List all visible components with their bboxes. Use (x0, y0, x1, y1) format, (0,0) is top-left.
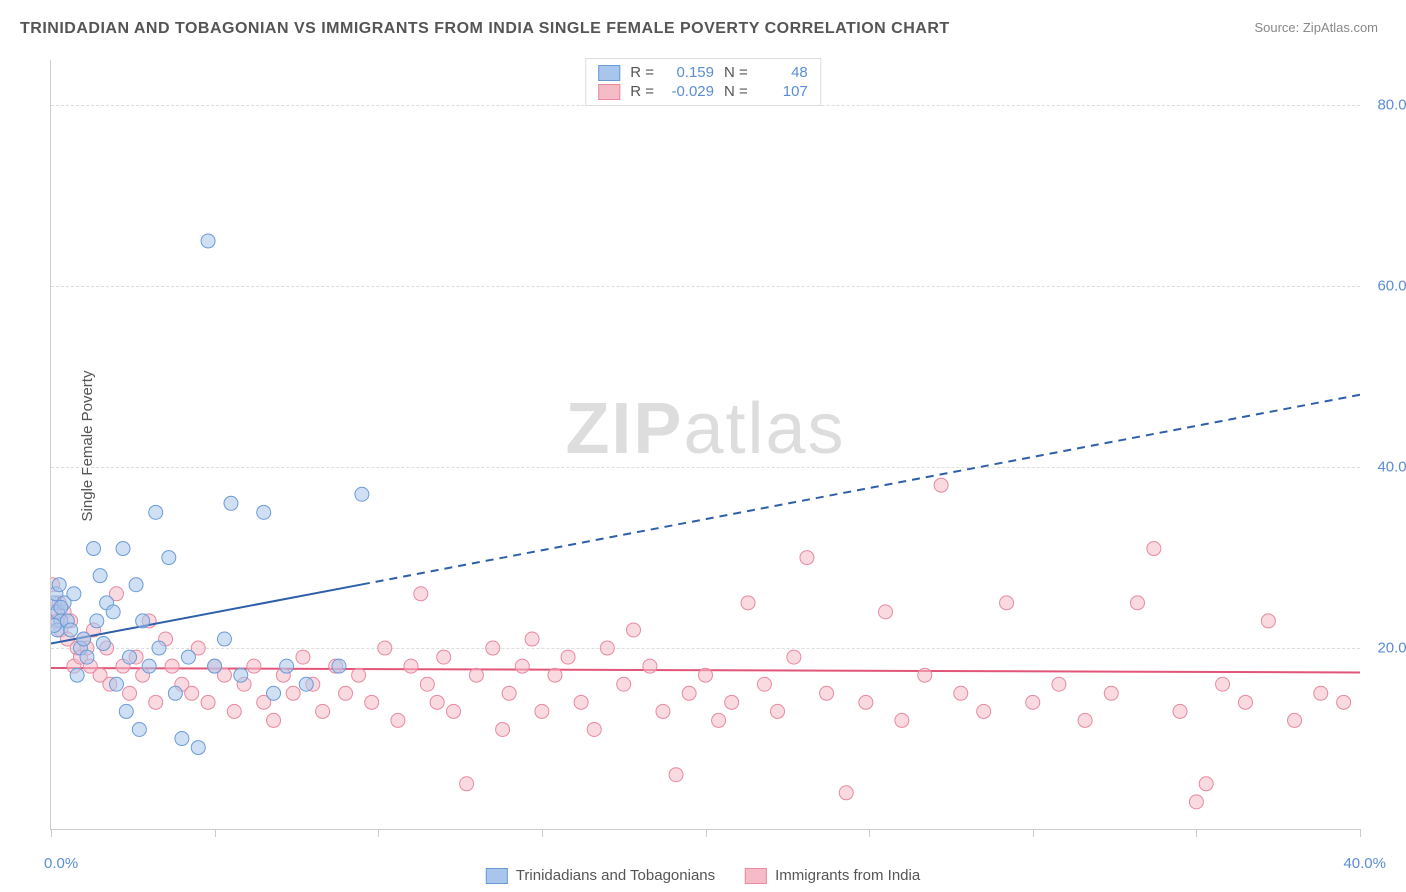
y-tick-label: 20.0% (1377, 640, 1406, 657)
x-tick (869, 829, 870, 837)
x-tick-label-min: 0.0% (44, 855, 78, 872)
legend-n-value-1: 48 (758, 64, 808, 81)
legend-n-label: N = (724, 83, 748, 100)
chart-title: TRINIDADIAN AND TOBAGONIAN VS IMMIGRANTS… (20, 20, 950, 38)
y-tick-label: 60.0% (1377, 278, 1406, 295)
legend-swatch-blue (598, 65, 620, 81)
x-tick (215, 829, 216, 837)
x-tick (378, 829, 379, 837)
y-tick-label: 40.0% (1377, 459, 1406, 476)
legend-r-value-2: -0.029 (664, 83, 714, 100)
legend-item-2: Immigrants from India (745, 867, 920, 884)
source-attribution: Source: ZipAtlas.com (1254, 20, 1378, 35)
legend-n-value-2: 107 (758, 83, 808, 100)
legend-r-label: R = (630, 83, 654, 100)
plot-svg (51, 60, 1360, 829)
x-tick (1033, 829, 1034, 837)
legend-item-1: Trinidadians and Tobagonians (486, 867, 715, 884)
legend-r-label: R = (630, 64, 654, 81)
correlation-legend: R = 0.159 N = 48 R = -0.029 N = 107 (585, 58, 821, 106)
series-legend: Trinidadians and Tobagonians Immigrants … (486, 867, 920, 884)
legend-label-2: Immigrants from India (775, 867, 920, 884)
x-tick (1196, 829, 1197, 837)
x-tick (706, 829, 707, 837)
legend-swatch-blue (486, 868, 508, 884)
x-tick-label-max: 40.0% (1343, 855, 1386, 872)
legend-r-value-1: 0.159 (664, 64, 714, 81)
x-tick (542, 829, 543, 837)
chart-container: TRINIDADIAN AND TOBAGONIAN VS IMMIGRANTS… (0, 0, 1406, 892)
legend-label-1: Trinidadians and Tobagonians (516, 867, 715, 884)
legend-row-series-2: R = -0.029 N = 107 (598, 82, 808, 101)
legend-n-label: N = (724, 64, 748, 81)
legend-row-series-1: R = 0.159 N = 48 (598, 63, 808, 82)
x-tick (1360, 829, 1361, 837)
legend-swatch-pink (598, 84, 620, 100)
legend-swatch-pink (745, 868, 767, 884)
y-tick-label: 80.0% (1377, 97, 1406, 114)
plot-area: ZIPatlas 20.0%40.0%60.0%80.0% (50, 60, 1360, 830)
x-tick (51, 829, 52, 837)
